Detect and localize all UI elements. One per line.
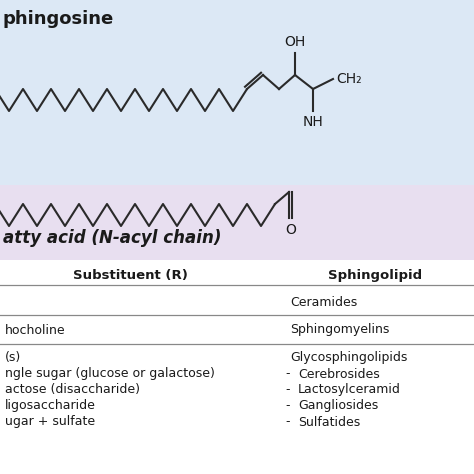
Text: Substituent (R): Substituent (R) xyxy=(73,268,187,282)
Text: -: - xyxy=(285,400,290,412)
Text: Sphingomyelins: Sphingomyelins xyxy=(290,323,389,337)
Text: hocholine: hocholine xyxy=(5,323,65,337)
Text: O: O xyxy=(285,223,296,237)
Text: NH: NH xyxy=(302,115,323,129)
Text: atty acid (N-acyl chain): atty acid (N-acyl chain) xyxy=(3,229,221,247)
Text: Sphingolipid: Sphingolipid xyxy=(328,268,422,282)
Text: -: - xyxy=(285,416,290,428)
Text: -: - xyxy=(285,383,290,396)
Text: Gangliosides: Gangliosides xyxy=(298,400,378,412)
Text: actose (disaccharide): actose (disaccharide) xyxy=(5,383,140,396)
Text: ligosaccharide: ligosaccharide xyxy=(5,400,96,412)
Text: phingosine: phingosine xyxy=(3,10,114,28)
Text: (s): (s) xyxy=(5,352,21,365)
Text: Ceramides: Ceramides xyxy=(290,295,357,309)
Bar xyxy=(0,185,474,260)
Text: ngle sugar (glucose or galactose): ngle sugar (glucose or galactose) xyxy=(5,367,215,381)
Text: Cerebrosides: Cerebrosides xyxy=(298,367,380,381)
Bar xyxy=(0,260,474,474)
Text: OH: OH xyxy=(284,35,306,49)
Text: -: - xyxy=(285,367,290,381)
Bar xyxy=(0,0,474,185)
Text: CH₂: CH₂ xyxy=(336,72,362,86)
Text: Lactosylceramid: Lactosylceramid xyxy=(298,383,401,396)
Text: ugar + sulfate: ugar + sulfate xyxy=(5,416,95,428)
Text: Glycosphingolipids: Glycosphingolipids xyxy=(290,352,407,365)
Text: Sulfatides: Sulfatides xyxy=(298,416,360,428)
